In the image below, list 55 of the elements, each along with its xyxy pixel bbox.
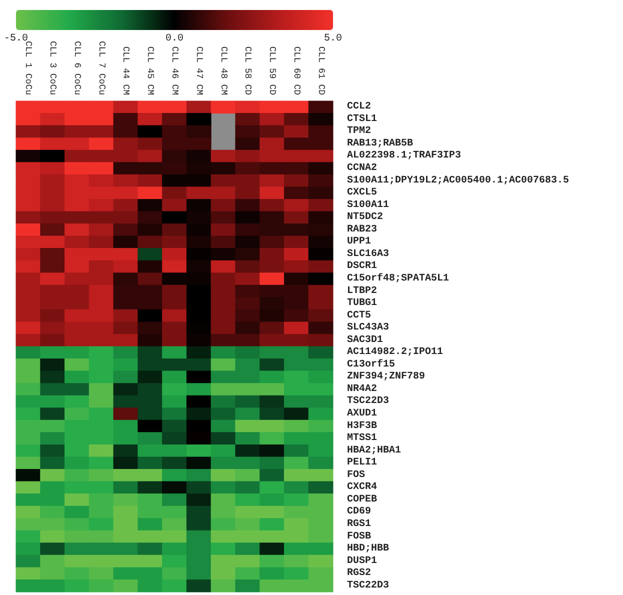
y-tick-label: TPM2 <box>347 126 372 138</box>
x-tick-label: CLL 48 CM <box>218 46 228 95</box>
y-tick-label: S100A11;DPY19L2;AC005400.1;AC007683.5 <box>347 175 570 186</box>
y-tick-label: RAB13;RAB5B <box>347 138 414 150</box>
y-tick-label: SLC43A3 <box>347 322 390 334</box>
x-tick-label: CLL 47 CM <box>194 46 204 95</box>
y-tick-label: FOSB <box>347 531 372 542</box>
y-tick-label: C15orf48;SPATA5L1 <box>347 272 450 284</box>
y-tick-label: CCNA2 <box>347 163 378 174</box>
x-tick-label: CLL 7 CoCu <box>96 40 106 95</box>
color-bar-label: 5.0 <box>324 34 342 44</box>
y-tick-label: ZNF394;ZNF789 <box>347 372 426 383</box>
y-tick-label: TSC22D3 <box>347 396 390 408</box>
x-tick-label: CLL 45 CM <box>145 46 156 95</box>
y-tick-label: HBD;HBB <box>347 544 390 555</box>
x-tick-label: CLL 3 CoCu <box>48 40 58 95</box>
x-tick-label: CLL 59 CD <box>267 46 278 95</box>
y-tick-label: CD69 <box>347 506 372 518</box>
color-bar-label: 0.0 <box>165 34 184 44</box>
x-tick-label: CLL 60 CD <box>291 46 302 95</box>
x-tick-label: CLL 46 CM <box>170 46 180 95</box>
y-tick-label: C13orf15 <box>347 358 396 370</box>
x-tick-label: CLL 61 CD <box>316 46 326 95</box>
y-tick-label: LTBP2 <box>347 286 378 297</box>
y-tick-label: CXCR4 <box>347 482 378 494</box>
x-tick-label: CLL 58 CD <box>242 46 253 95</box>
y-tick-label: CTSL1 <box>347 114 378 125</box>
y-tick-label: RAB23 <box>347 224 378 236</box>
y-tick-label: H3F3B <box>347 420 378 432</box>
y-tick-label: CXCL5 <box>347 188 378 199</box>
y-tick-label: RGS2 <box>347 568 372 580</box>
y-tick-label: S100A11 <box>347 200 390 211</box>
y-tick-label: CCL2 <box>347 102 372 113</box>
y-tick-label: AL022398.1;TRAF3IP3 <box>347 150 462 162</box>
y-tick-label: DUSP1 <box>347 556 378 567</box>
y-tick-label: DSCR1 <box>347 261 378 272</box>
x-tick-label: CLL 44 CM <box>120 46 131 95</box>
y-tick-label: SAC3D1 <box>347 334 384 346</box>
y-tick-label: RGS1 <box>347 518 372 530</box>
y-tick-label: COPEB <box>347 494 378 506</box>
y-tick-label: FOS <box>347 470 366 481</box>
y-tick-label: MTSS1 <box>347 433 378 444</box>
x-tick-label: CLL 1 CoCu <box>23 40 34 95</box>
y-tick-label: NR4A2 <box>347 384 378 395</box>
x-tick-label: CLL 6 CoCu <box>72 40 82 95</box>
y-tick-label: SLC16A3 <box>347 248 390 260</box>
y-tick-label: CCT5 <box>347 310 372 322</box>
y-tick-label: TSC22D3 <box>347 580 390 592</box>
y-tick-label: UPP1 <box>347 236 372 248</box>
y-tick-label: HBA2;HBA1 <box>347 445 402 456</box>
y-tick-label: NT5DC2 <box>347 212 384 224</box>
y-tick-label: AXUD1 <box>347 408 378 420</box>
y-tick-label: AC114982.2;IPO11 <box>347 347 444 358</box>
y-tick-label: TUBG1 <box>347 298 378 310</box>
y-tick-label: PELI1 <box>347 458 378 469</box>
